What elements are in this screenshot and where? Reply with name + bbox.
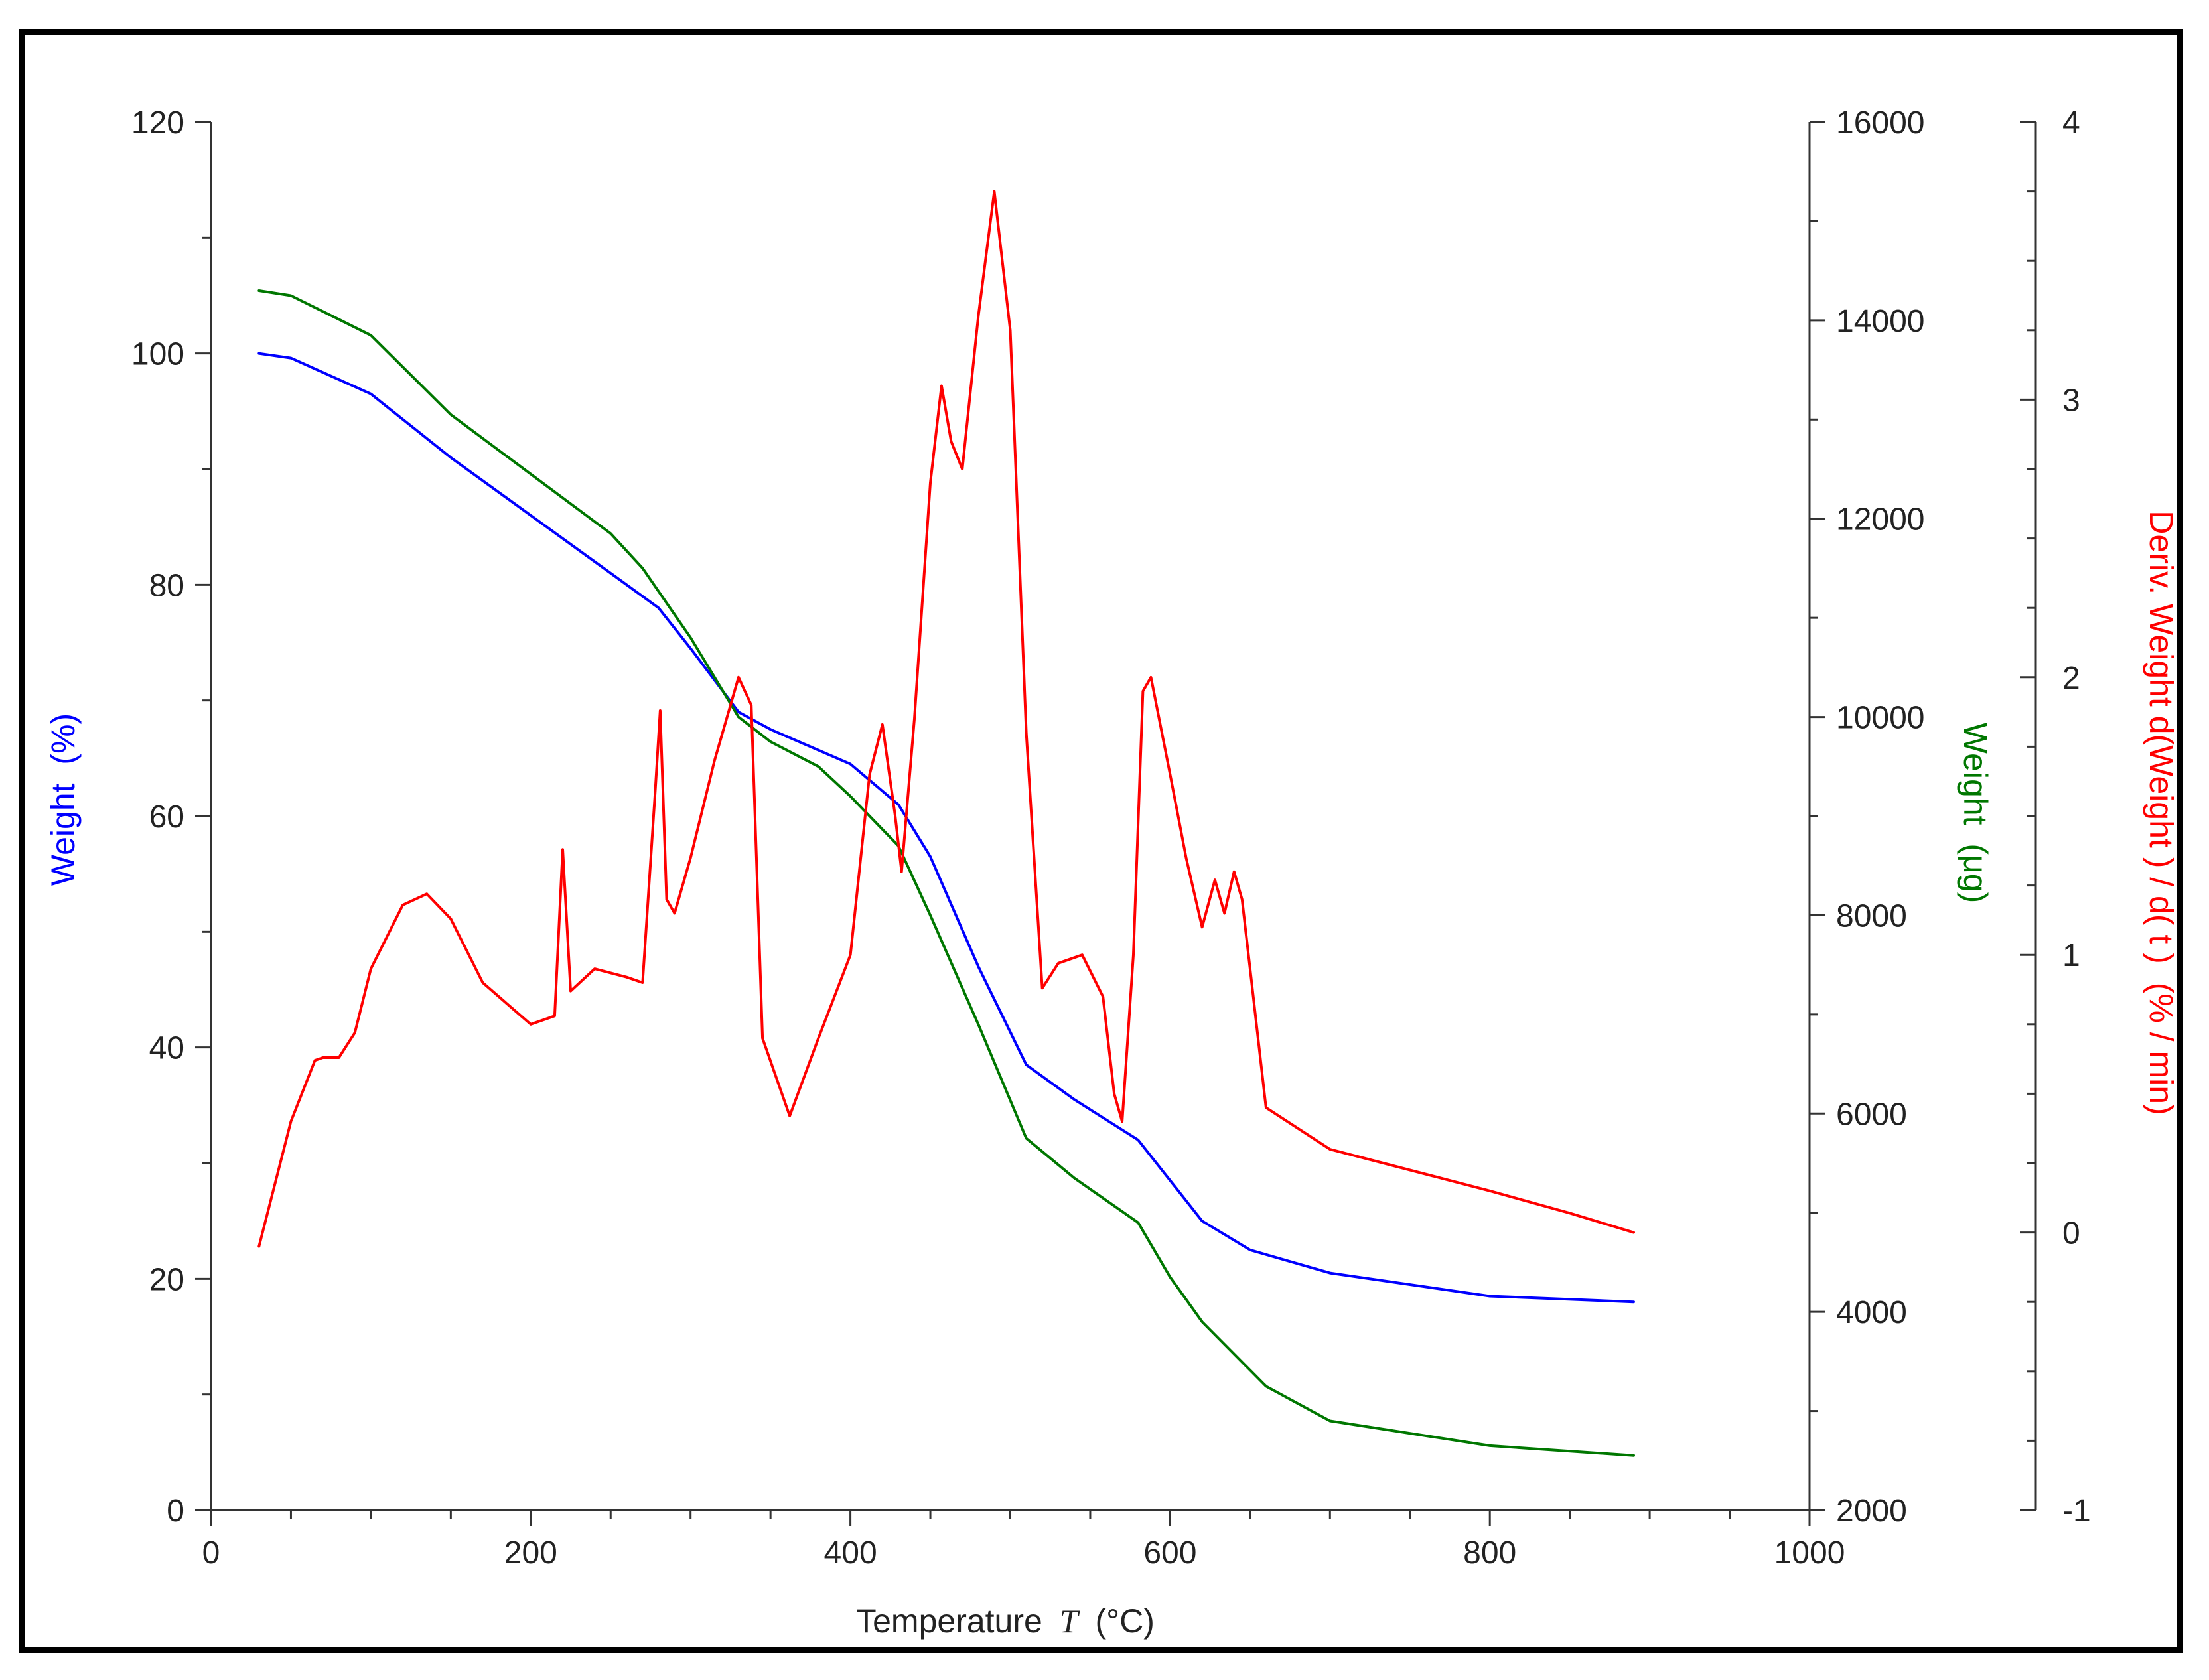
y-right-ug-tick-label: 10000 xyxy=(1836,701,1924,736)
y-left-tick-label: 60 xyxy=(149,800,184,835)
y-axis-left: 0 20 40 60 80 100 120 xyxy=(131,105,211,1529)
x-axis: 0 200 400 600 800 1000 xyxy=(202,1510,1845,1571)
y-right-ug-tick-label: 12000 xyxy=(1836,502,1924,537)
series-line-right1 xyxy=(257,289,1635,1457)
y-right-deriv-tick-label: 3 xyxy=(2062,383,2080,418)
x-tick-label: 600 xyxy=(1143,1535,1196,1571)
y-left-tick-label: 80 xyxy=(149,568,184,603)
y-right-deriv-tick-label: 1 xyxy=(2062,938,2080,973)
y-right-ug-tick-label: 2000 xyxy=(1836,1494,1907,1529)
x-tick-label: 200 xyxy=(504,1535,557,1571)
x-tick-label: 1000 xyxy=(1774,1535,1845,1571)
y-right-deriv-tick-label: 4 xyxy=(2062,105,2080,141)
y-axis-right-deriv-title: Deriv. Weight d(Weight ) / d( t ) (% / m… xyxy=(2143,510,2180,1115)
y-left-tick-label: 120 xyxy=(131,105,184,141)
y-right-deriv-tick-label: 2 xyxy=(2062,661,2080,696)
y-left-tick-label: 20 xyxy=(149,1262,184,1297)
y-right-ug-tick-label: 8000 xyxy=(1836,898,1907,934)
y-axis-right-ug: 2000 4000 6000 8000 10000 12000 14000 16000 xyxy=(1810,105,1924,1529)
series-line-right2 xyxy=(257,190,1635,1248)
x-axis-title: Temperature T (°C) xyxy=(856,1602,1155,1640)
y-right-deriv-tick-label: -1 xyxy=(2062,1494,2091,1529)
y-right-deriv-tick-label: 0 xyxy=(2062,1216,2080,1251)
x-tick-label: 0 xyxy=(202,1535,220,1571)
y-axis-right-deriv: -1 0 1 2 3 4 xyxy=(2020,105,2091,1529)
plot-area xyxy=(210,122,2037,1511)
y-left-tick-label: 40 xyxy=(149,1031,184,1066)
series-group xyxy=(257,190,1635,1457)
y-axis-left-title: Weight (%) xyxy=(44,713,82,886)
x-tick-label: 400 xyxy=(824,1535,877,1571)
y-right-ug-tick-label: 14000 xyxy=(1836,304,1924,339)
x-tick-label: 800 xyxy=(1463,1535,1516,1571)
figure-frame xyxy=(19,29,2183,1653)
y-axis-right-ug-title: Weight (μg) xyxy=(1957,723,1994,904)
y-left-tick-label: 100 xyxy=(131,337,184,372)
y-right-ug-tick-label: 6000 xyxy=(1836,1097,1907,1132)
y-left-tick-label: 0 xyxy=(167,1494,184,1529)
series-line-left xyxy=(257,352,1635,1304)
y-right-ug-tick-label: 4000 xyxy=(1836,1295,1907,1330)
y-right-ug-tick-label: 16000 xyxy=(1836,105,1924,141)
